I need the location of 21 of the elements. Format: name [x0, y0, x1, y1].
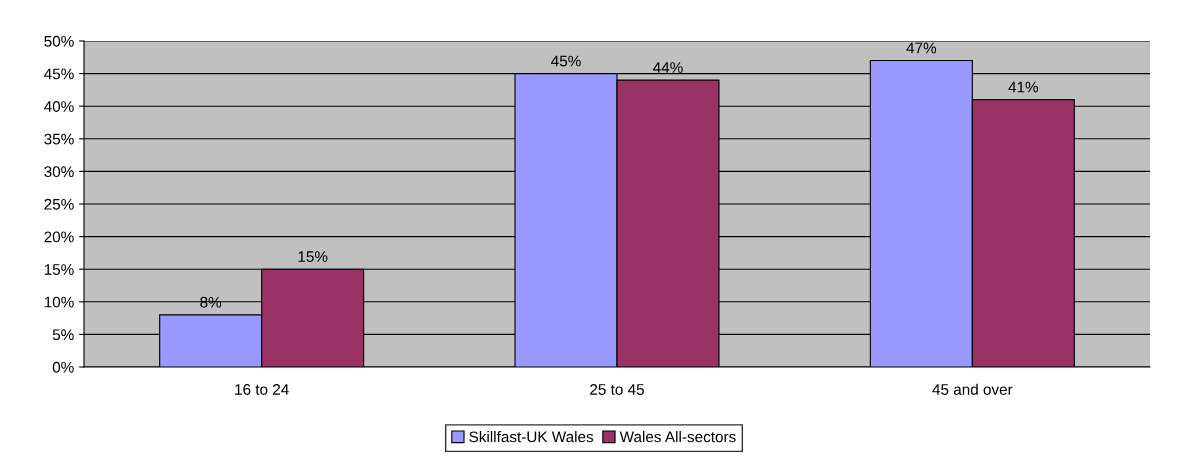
- data-label: 45%: [551, 55, 581, 67]
- y-tick-label: 5%: [52, 329, 74, 341]
- data-label: 41%: [1008, 81, 1039, 93]
- y-tick-label: 50%: [44, 35, 74, 47]
- y-tick-label: 45%: [44, 68, 74, 80]
- data-label: 44%: [653, 62, 683, 73]
- y-tick-label: 35%: [44, 133, 74, 145]
- x-tick-label: 45 and over: [932, 383, 1013, 395]
- data-label: 47%: [906, 42, 937, 54]
- data-label: 15%: [298, 251, 328, 263]
- x-tick-label: 16 to 24: [235, 384, 289, 395]
- y-tick-label: 25%: [44, 198, 74, 210]
- y-tick-label: 20%: [44, 231, 74, 243]
- y-tick-label: 10%: [44, 296, 74, 308]
- legend-label: Wales All-sectors: [619, 431, 736, 443]
- legend-label: Skillfast-UK Wales: [469, 431, 594, 443]
- y-tick-label: 30%: [44, 166, 74, 178]
- y-tick-label: 40%: [44, 101, 74, 112]
- y-tick-label: 0%: [52, 361, 74, 373]
- y-tick-label: 15%: [44, 264, 74, 275]
- x-tick-label: 25 to 45: [590, 384, 644, 395]
